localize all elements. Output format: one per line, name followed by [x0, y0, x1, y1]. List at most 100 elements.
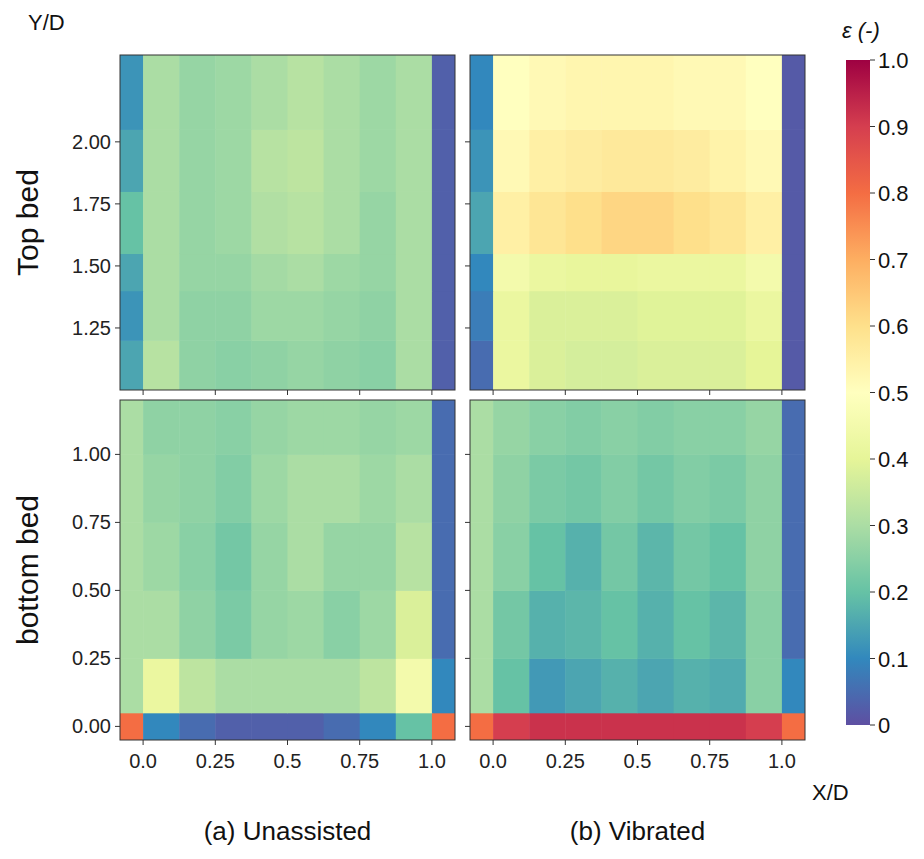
cell [120, 658, 144, 713]
panel-frame [470, 55, 805, 390]
x-tick [287, 390, 288, 395]
colorbar-tick-label: 0.3 [878, 514, 909, 539]
cell [396, 454, 433, 523]
cell [746, 454, 783, 523]
cell [360, 590, 397, 659]
colorbar-tick [870, 459, 875, 460]
column-label: (b) Vibrated [570, 816, 705, 846]
cell [179, 129, 216, 192]
cell [565, 454, 602, 523]
cell [529, 191, 566, 254]
y-tick-label: 1.75 [72, 193, 111, 215]
y-tick-label: 0.75 [72, 511, 111, 533]
cell [396, 291, 433, 341]
cell [601, 55, 638, 130]
cell [143, 254, 180, 292]
cell [746, 590, 783, 659]
cell [179, 522, 216, 591]
cell [251, 658, 288, 713]
x-tick [493, 390, 494, 395]
cell [674, 55, 711, 130]
x-tick [215, 740, 216, 745]
colorbar-tick-label: 0.4 [878, 447, 909, 472]
colorbar-tick-label: 1.0 [878, 48, 909, 73]
cell [493, 291, 530, 341]
heatmap-cells [470, 400, 805, 740]
cell [324, 590, 361, 659]
cell [179, 291, 216, 341]
cell [529, 454, 566, 523]
cell [179, 254, 216, 292]
cell [360, 291, 397, 341]
cell [470, 713, 494, 740]
x-tick-label: 0.75 [690, 750, 729, 772]
x-tick-label: 1.0 [768, 750, 796, 772]
cell [601, 590, 638, 659]
cell [432, 454, 455, 523]
cell [143, 129, 180, 192]
cell [215, 55, 252, 130]
cell [288, 55, 325, 130]
cell [432, 55, 455, 130]
cell [674, 713, 711, 740]
cell [324, 522, 361, 591]
cell [710, 658, 747, 713]
cell [470, 658, 494, 713]
x-tick [565, 390, 566, 395]
heatmap-cells [120, 400, 455, 740]
cell [396, 658, 433, 713]
cell [251, 291, 288, 341]
cell [288, 191, 325, 254]
cell [215, 400, 252, 455]
y-tick-label: 1.25 [72, 317, 111, 339]
cell [179, 55, 216, 130]
x-axis-title: X/D [812, 780, 849, 805]
cell [120, 590, 144, 659]
cell [143, 191, 180, 254]
y-tick-label: 1.50 [72, 255, 111, 277]
cell [215, 590, 252, 659]
y-tick [465, 265, 470, 266]
cell [324, 129, 361, 192]
cell [396, 713, 433, 740]
cell [638, 129, 675, 192]
cell [638, 590, 675, 659]
colorbar-tick [870, 658, 875, 659]
cell [638, 713, 675, 740]
cell [493, 713, 530, 740]
x-tick-label: 0.0 [129, 750, 157, 772]
cell [470, 590, 494, 659]
cell [746, 291, 783, 341]
x-tick-label: 0.75 [340, 750, 379, 772]
cell [360, 522, 397, 591]
y-tick [115, 141, 120, 142]
cell [360, 129, 397, 192]
row-label: Top bed [11, 169, 44, 276]
cell [143, 400, 180, 455]
cell [746, 129, 783, 192]
cell [529, 340, 566, 390]
cell [288, 340, 325, 390]
cell [601, 522, 638, 591]
cell [638, 340, 675, 390]
cell [710, 129, 747, 192]
x-tick [637, 390, 638, 395]
cell [120, 291, 144, 341]
cell [324, 713, 361, 740]
cell [215, 191, 252, 254]
cell [143, 590, 180, 659]
cell [601, 254, 638, 292]
x-tick-label: 0.0 [479, 750, 507, 772]
cell [529, 400, 566, 455]
cell [432, 400, 455, 455]
colorbar-tick [870, 193, 875, 194]
y-tick [465, 658, 470, 659]
colorbar-tick [870, 525, 875, 526]
cell [143, 522, 180, 591]
cell [710, 454, 747, 523]
cell [470, 129, 494, 192]
cell [324, 291, 361, 341]
cell [360, 254, 397, 292]
colorbar-tick [870, 725, 875, 726]
cell [396, 590, 433, 659]
